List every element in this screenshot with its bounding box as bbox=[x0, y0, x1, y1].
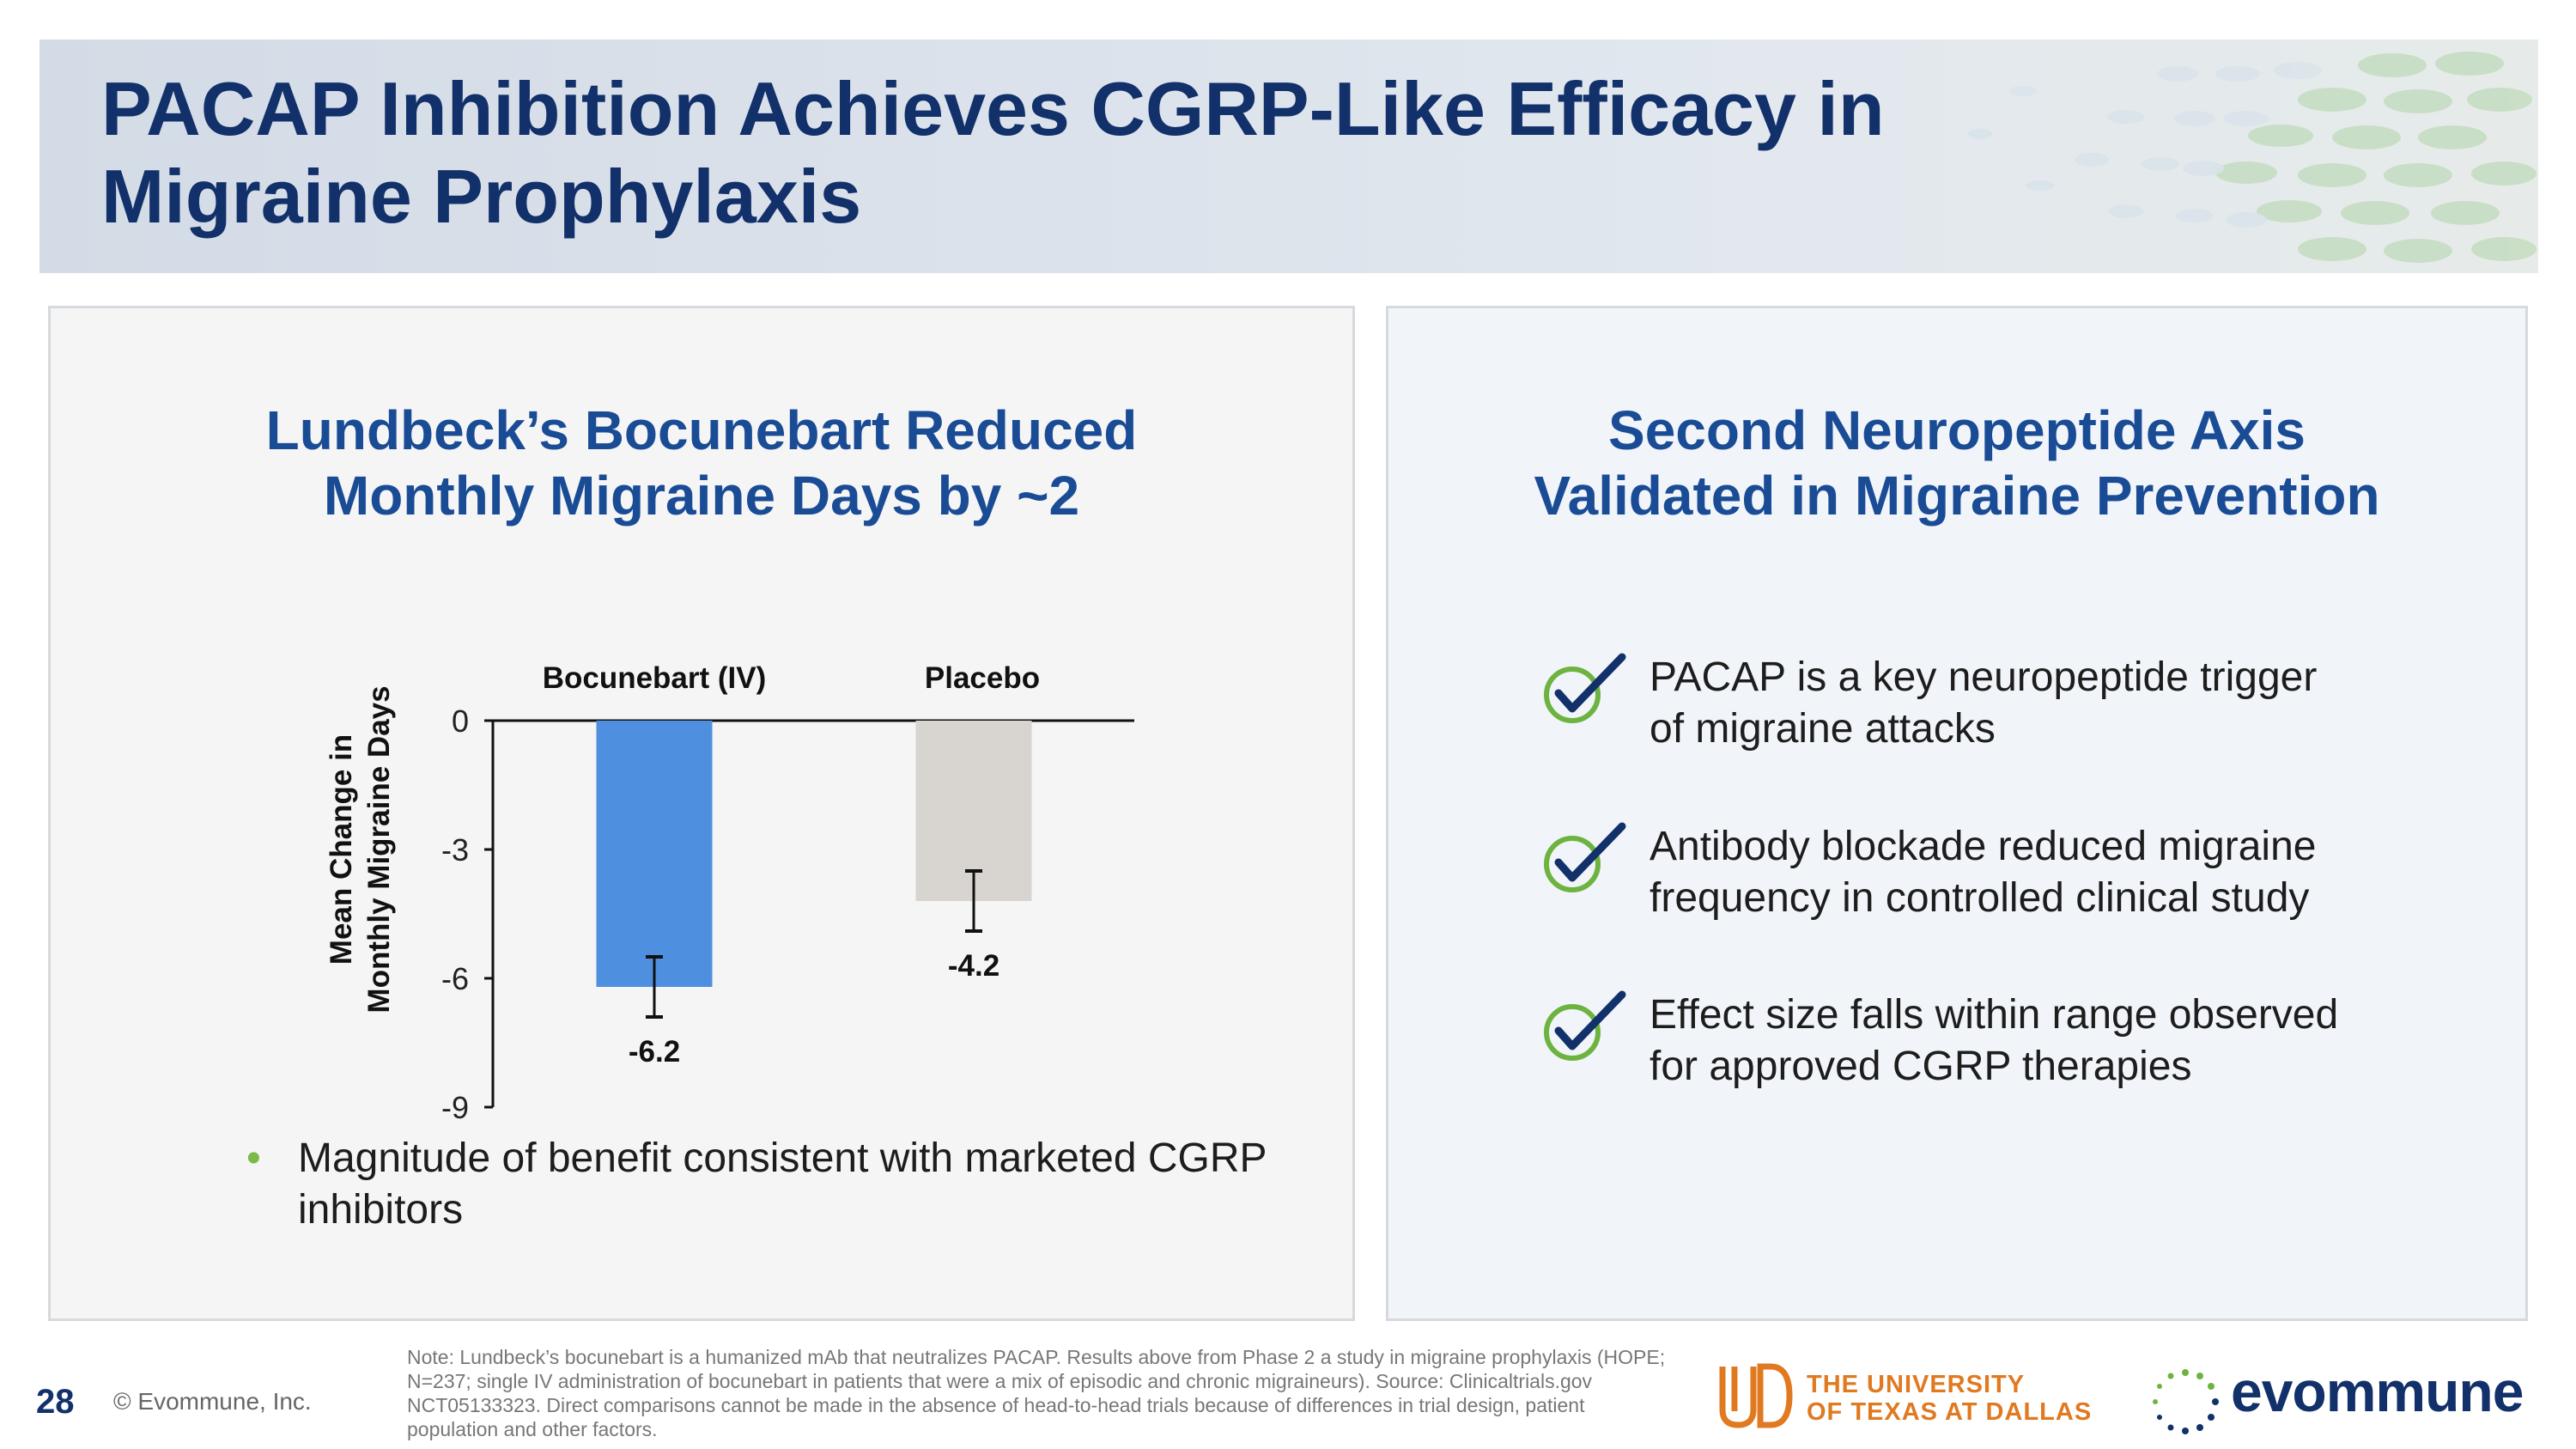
header-band: PACAP Inhibition Achieves CGRP-Like Effi… bbox=[39, 40, 2538, 273]
slide-title: PACAP Inhibition Achieves CGRP-Like Effi… bbox=[101, 66, 1885, 239]
evommune-wordmark: evommune bbox=[2231, 1360, 2524, 1423]
left-panel-title-line2: Monthly Migraine Days by ~2 bbox=[323, 465, 1080, 527]
check-item-1-line1: PACAP is a key neuropeptide trigger bbox=[1649, 654, 2318, 700]
value-label: -6.2 bbox=[629, 1035, 680, 1068]
left-bullet-text: Magnitude of benefit consistent with mar… bbox=[298, 1135, 1267, 1233]
category-label: Placebo bbox=[925, 661, 1040, 695]
checkmark-icon bbox=[1544, 653, 1626, 723]
left-panel: Lundbeck’s Bocunebart Reduced Monthly Mi… bbox=[48, 306, 1355, 1321]
y-tick-label: -3 bbox=[441, 832, 469, 868]
value-label: -4.2 bbox=[948, 949, 999, 983]
right-panel-title-line2: Validated in Migraine Prevention bbox=[1534, 465, 2380, 527]
check-item-1-line2: of migraine attacks bbox=[1649, 706, 1996, 752]
category-label: Bocunebart (IV) bbox=[543, 661, 767, 695]
copyright: © Evommune, Inc. bbox=[113, 1388, 312, 1415]
check-item-1-text: PACAP is a key neuropeptide trigger of m… bbox=[1649, 652, 2422, 755]
check-item-2-line1: Antibody blockade reduced migraine bbox=[1649, 824, 2317, 869]
bar-chart: Mean Change in Monthly Migraine Days 0 -3… bbox=[325, 661, 1134, 1125]
y-tick-label: -6 bbox=[441, 961, 469, 996]
page-number: 28 bbox=[36, 1383, 75, 1421]
left-panel-title: Lundbeck’s Bocunebart Reduced Monthly Mi… bbox=[51, 398, 1352, 528]
evommune-logo-icon bbox=[2153, 1369, 2219, 1434]
header-dot-pattern bbox=[1968, 52, 2537, 263]
bullet-dot: • bbox=[246, 1135, 261, 1181]
left-panel-title-line1: Lundbeck’s Bocunebart Reduced bbox=[265, 399, 1138, 461]
utd-line2: OF TEXAS AT DALLAS bbox=[1807, 1398, 2093, 1426]
utd-wordmark: THE UNIVERSITY OF TEXAS AT DALLAS bbox=[1807, 1371, 2092, 1426]
right-panel-title-line1: Second Neuropeptide Axis bbox=[1608, 399, 2306, 461]
check-item-3-line2: for approved CGRP therapies bbox=[1649, 1044, 2192, 1089]
check-item-2-line2: frequency in controlled clinical study bbox=[1649, 875, 2310, 921]
bar-1 bbox=[596, 721, 713, 987]
checkmark-icon bbox=[1544, 822, 1626, 892]
check-item-3-text: Effect size falls within range observed … bbox=[1649, 989, 2422, 1093]
y-tick-label: 0 bbox=[452, 703, 469, 739]
right-panel: Second Neuropeptide Axis Validated in Mi… bbox=[1386, 306, 2528, 1321]
checkmark-icon bbox=[1544, 990, 1626, 1061]
right-panel-title: Second Neuropeptide Axis Validated in Mi… bbox=[1388, 398, 2525, 528]
y-axis-label-line1: Mean Change in bbox=[325, 734, 358, 965]
y-tick-label: -9 bbox=[441, 1090, 469, 1125]
utd-logo-icon bbox=[1719, 1363, 1793, 1428]
check-item-2-text: Antibody blockade reduced migraine frequ… bbox=[1649, 821, 2422, 924]
check-item-3-line1: Effect size falls within range observed bbox=[1649, 992, 2339, 1038]
y-axis-label-line2: Monthly Migraine Days bbox=[362, 685, 396, 1013]
utd-line1: THE UNIVERSITY bbox=[1807, 1371, 2026, 1398]
left-bullet: • Magnitude of benefit consistent with m… bbox=[246, 1133, 1277, 1236]
footnote: Note: Lundbeck’s bocunebart is a humaniz… bbox=[407, 1346, 1666, 1440]
